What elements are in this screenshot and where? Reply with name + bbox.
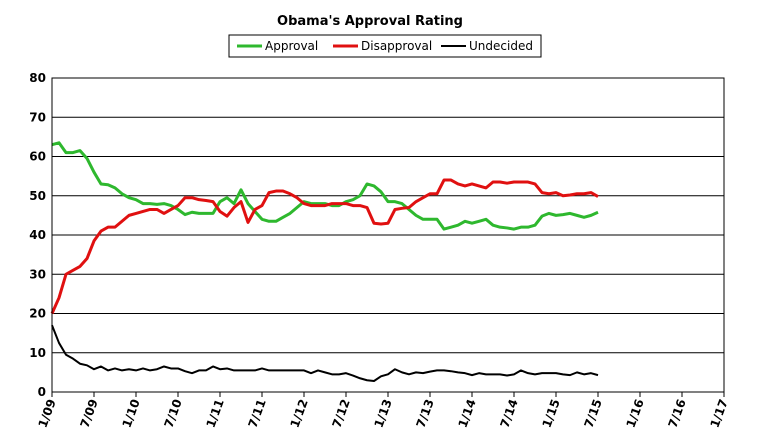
gridlines <box>52 77 724 393</box>
x-tick-label: 1/15 <box>540 397 563 429</box>
plot-frame <box>51 77 725 393</box>
y-tick-label: 60 <box>29 150 46 164</box>
x-tick-label: 7/13 <box>414 397 437 429</box>
y-tick-label: 10 <box>29 346 46 360</box>
y-tick-label: 20 <box>29 307 46 321</box>
x-tick-label: 7/15 <box>582 397 605 429</box>
chart-title: Obama's Approval Rating <box>277 14 463 29</box>
x-tick-label: 7/14 <box>498 397 521 429</box>
legend-label-undecided: Undecided <box>469 39 533 53</box>
x-tick-label: 7/12 <box>330 397 353 429</box>
x-tick-label: 7/16 <box>666 397 689 429</box>
y-tick-label: 0 <box>38 385 46 399</box>
undecided-line <box>51 324 599 383</box>
y-tick-label: 80 <box>29 71 46 85</box>
x-tick-label: 1/13 <box>372 397 395 429</box>
x-tick-label: 1/12 <box>288 397 311 429</box>
x-tick-label: 1/17 <box>708 397 731 429</box>
y-tick-label: 70 <box>29 110 46 124</box>
x-tick-label: 7/11 <box>246 397 269 429</box>
x-tick-label: 1/16 <box>624 397 647 429</box>
y-tick-label: 30 <box>29 267 46 281</box>
x-tick-label: 1/11 <box>204 397 227 429</box>
legend-box <box>228 34 542 58</box>
y-axis-ticks: 0 10 20 30 40 50 60 70 80 <box>29 71 46 399</box>
x-axis-ticks: 1/09 7/09 1/10 7/10 1/11 7/11 1/12 7/12 1/13 7/13… <box>36 392 731 430</box>
series-lines <box>50 141 599 383</box>
x-tick-label: 7/09 <box>78 397 101 429</box>
x-tick-label: 1/10 <box>120 397 143 429</box>
legend: Approval Disapproval Undecided <box>228 34 542 58</box>
legend-label-approval: Approval <box>265 39 318 53</box>
x-tick-label: 1/14 <box>456 397 479 429</box>
x-tick-label: 7/10 <box>162 397 185 429</box>
approval-line <box>51 141 599 231</box>
y-tick-label: 40 <box>29 228 46 242</box>
disapproval-line <box>50 178 599 315</box>
y-tick-label: 50 <box>29 189 46 203</box>
legend-label-disapproval: Disapproval <box>361 39 432 53</box>
x-tick-label: 1/09 <box>36 397 59 429</box>
